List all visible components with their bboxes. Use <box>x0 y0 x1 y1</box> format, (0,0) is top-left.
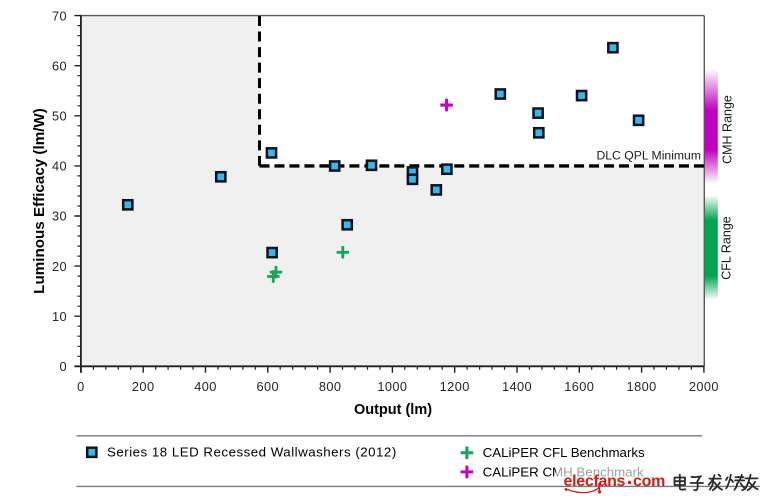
svg-text:200: 200 <box>132 379 155 394</box>
svg-text:1800: 1800 <box>627 379 657 394</box>
svg-text:CALiPER CFL Benchmarks: CALiPER CFL Benchmarks <box>483 445 645 460</box>
svg-text:30: 30 <box>52 209 67 224</box>
svg-text:20: 20 <box>52 259 67 274</box>
svg-text:Series 18 LED Recessed Wallwas: Series 18 LED Recessed Wallwashers (2012… <box>107 445 397 460</box>
svg-text:2000: 2000 <box>689 379 719 394</box>
svg-text:Luminous Efficacy (lm/W): Luminous Efficacy (lm/W) <box>31 108 48 294</box>
svg-text:10: 10 <box>52 309 67 324</box>
svg-text:400: 400 <box>194 379 217 394</box>
svg-text:0: 0 <box>59 359 67 374</box>
svg-text:elecfans: elecfans <box>564 473 626 490</box>
svg-text:1000: 1000 <box>377 379 407 394</box>
svg-text:1600: 1600 <box>564 379 594 394</box>
svg-text:0: 0 <box>77 379 85 394</box>
svg-text:com: com <box>633 473 665 490</box>
svg-text:CMH Range: CMH Range <box>721 95 735 164</box>
svg-text:DLC QPL Minimum: DLC QPL Minimum <box>596 149 701 163</box>
svg-text:CFL Range: CFL Range <box>720 216 734 280</box>
svg-text:Output (lm): Output (lm) <box>354 402 432 418</box>
svg-text:600: 600 <box>257 379 280 394</box>
svg-text:800: 800 <box>319 379 342 394</box>
svg-text:1400: 1400 <box>502 379 532 394</box>
svg-text:40: 40 <box>52 159 67 174</box>
svg-text:1200: 1200 <box>440 379 470 394</box>
svg-text:70: 70 <box>52 8 67 23</box>
svg-text:60: 60 <box>52 58 67 73</box>
svg-text:50: 50 <box>52 109 67 124</box>
